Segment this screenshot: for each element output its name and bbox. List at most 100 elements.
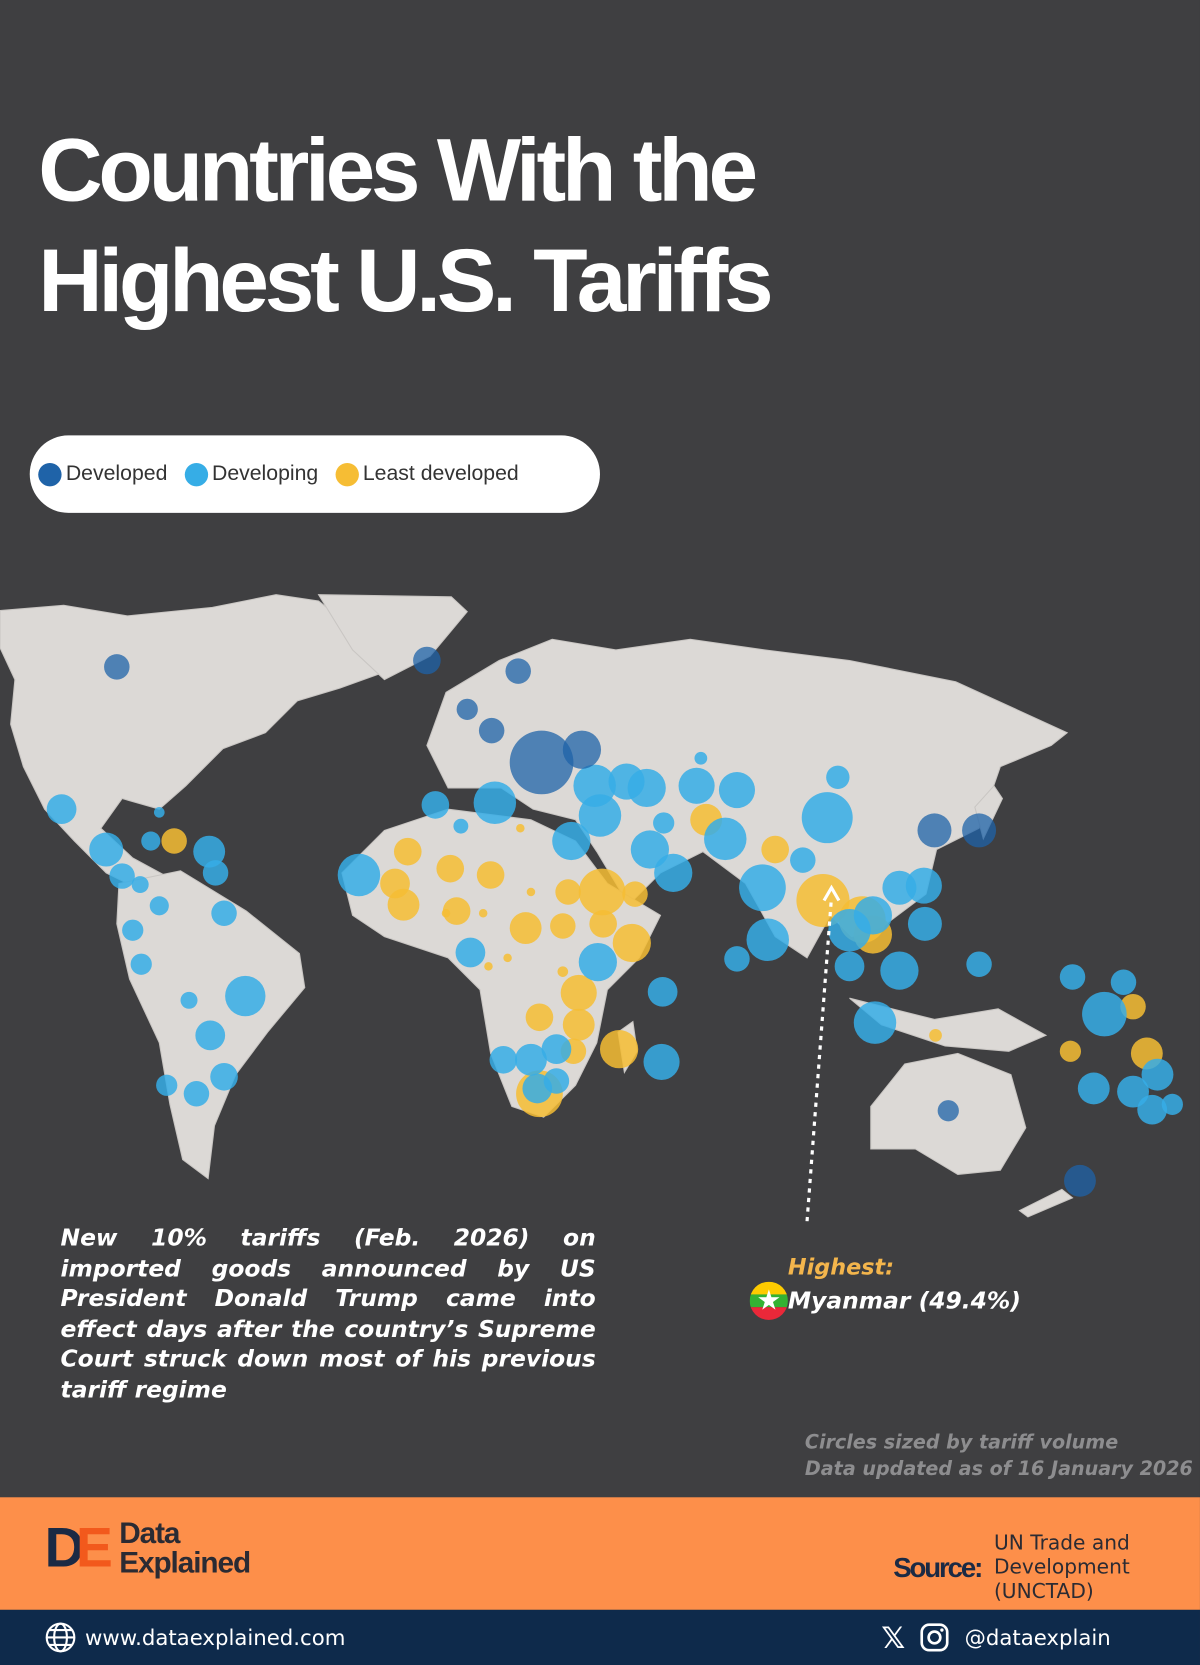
developing-bubble [853,896,892,935]
developing-bubble [210,1062,238,1091]
least-developed-bubble [555,879,581,905]
developing-swatch [184,462,208,486]
source-value: UN Trade and Development (UNCTAD) [993,1531,1130,1604]
highest-country: Myanmar (49.4%) [787,1287,1021,1315]
world-map [0,594,1183,1222]
developing-bubble [834,951,865,982]
developing-bubble [149,896,169,916]
developing-bubble [1059,964,1086,990]
developing-bubble [718,772,756,809]
developing-bubble [801,792,853,844]
developing-bubble [630,830,669,869]
developed-swatch [38,462,62,486]
developing-bubble [1082,991,1127,1037]
developed-bubble [505,658,531,684]
page-title: Countries With the Highest U.S. Tariffs [38,115,773,336]
least-developed-bubble [442,897,471,925]
least-developed-bubble [560,974,597,1011]
developing-bubble [421,791,450,819]
developing-bubble [907,906,942,941]
developing-bubble [156,1074,178,1096]
developing-bubble [578,942,617,982]
legend: Developed Developing Least developed [29,435,600,513]
chart-notes: Circles sized by tariff volume Data updat… [805,1429,1193,1482]
least-developed-bubble [525,1003,554,1032]
developed-bubble [1064,1164,1096,1197]
developing-bubble [966,951,992,977]
developing-bubble [826,765,850,789]
brand-line-2: Explained [119,1546,251,1580]
developing-bubble [1077,1072,1110,1105]
developing-bubble [225,975,266,1017]
developing-bubble [905,867,942,904]
least-developed-bubble [436,854,465,883]
developing-bubble [647,976,678,1007]
least-developed-bubble [441,908,451,918]
developing-bubble [627,768,666,808]
developing-bubble [89,832,124,867]
developing-bubble [643,1043,680,1080]
developed-bubble [917,813,952,848]
brand-line-1: Data [119,1516,180,1550]
developed-bubble [937,1100,959,1122]
myanmar-flag-icon: ★ [749,1281,788,1320]
developing-bubble [489,1045,518,1074]
updated-note: Data updated as of 16 January 2026 [804,1457,1193,1481]
least-developed-bubble [761,835,789,864]
least-developed-bubble [550,913,576,939]
developing-bubble [739,864,786,912]
social-handle[interactable]: @dataexplain [964,1624,1111,1651]
legend-item-least-developed: Least developed [335,462,519,486]
developing-bubble [543,1068,570,1094]
developing-bubble [130,953,152,975]
developing-bubble [678,767,715,804]
least-developed-bubble [929,1028,942,1042]
least-developed-bubble [526,887,536,897]
tariff-bubbles [46,646,1183,1197]
developing-bubble [1137,1094,1168,1125]
least-developed-bubble [622,881,648,907]
developing-bubble [552,821,591,861]
developing-bubble [202,860,229,886]
legend-item-developing: Developing [184,462,318,486]
brand-name: Data Explained [119,1516,251,1580]
least-developed-bubble [562,1008,595,1041]
title-line-1: Countries With the [38,119,758,220]
developing-bubble [541,1034,572,1065]
developing-bubble [1161,1093,1183,1115]
brand-band: DE Data Explained Source: UN Trade and De… [0,1497,1200,1610]
least-developed-bubble [161,828,187,854]
least-developed-bubble [387,888,420,921]
least-developed-bubble [1120,993,1146,1020]
least-developed-bubble [484,962,493,971]
least-developed-bubble [503,953,512,963]
legend-item-developed: Developed [38,462,167,486]
tariff-note: New 10% tariffs (Feb. 2026) on imported … [60,1225,596,1404]
least-developed-swatch [335,462,359,486]
developed-bubble [509,730,574,795]
developing-bubble [1117,1075,1149,1108]
least-developed-bubble [393,837,422,866]
developing-bubble [853,1001,897,1044]
developing-bubble [724,946,750,972]
developing-bubble [122,919,144,941]
least-developed-bubble [509,912,542,945]
new-zealand [1018,1188,1074,1218]
developing-bubble [46,794,77,825]
source: Source: UN Trade and Development (UNCTAD… [893,1531,1149,1604]
sizing-note: Circles sized by tariff volume [804,1431,1119,1454]
developed-bubble [962,813,997,848]
least-developed-bubble [589,910,617,938]
instagram-icon[interactable] [920,1623,950,1653]
website-link[interactable]: www.dataexplained.com [84,1624,346,1651]
developing-bubble [578,794,622,837]
developing-bubble [1141,1058,1174,1091]
least-developed-bubble [578,868,626,916]
developing-bubble [211,900,237,926]
x-icon[interactable]: 𝕏 [881,1619,906,1655]
least-developed-bubble [599,1030,639,1069]
least-developed-bubble [557,966,569,977]
developing-bubble [694,751,708,765]
developing-bubble [654,853,693,892]
